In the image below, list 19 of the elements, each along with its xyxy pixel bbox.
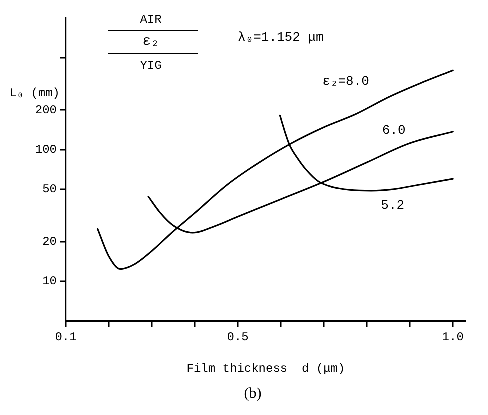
y-tick-label: 100 xyxy=(35,143,57,158)
x-axis-title: Film thickness d (μm) xyxy=(186,362,346,376)
annotation: AIR xyxy=(139,12,163,28)
series-label: 6.0 xyxy=(382,122,406,138)
series-label: 5.2 xyxy=(381,198,405,213)
y-tick-label: 20 xyxy=(42,235,57,250)
annotation: YIG xyxy=(139,58,163,74)
y-tick-label: 200 xyxy=(35,103,57,118)
y-tick-label: 50 xyxy=(42,182,57,197)
y-tick-label: 10 xyxy=(42,274,57,289)
series-label: ε₂=8.0 xyxy=(322,74,370,89)
x-tick-label: 0.5 xyxy=(227,330,249,345)
text: (b) xyxy=(243,386,263,402)
line-series xyxy=(97,70,454,270)
x-tick-label: 1.0 xyxy=(442,330,464,345)
y-axis-title: L₀ (mm) xyxy=(10,86,60,100)
x-tick-label: 0.1 xyxy=(55,330,77,345)
annotation: λ₀=1.152 μm xyxy=(238,30,324,46)
annotation: ε₂ xyxy=(142,34,160,50)
